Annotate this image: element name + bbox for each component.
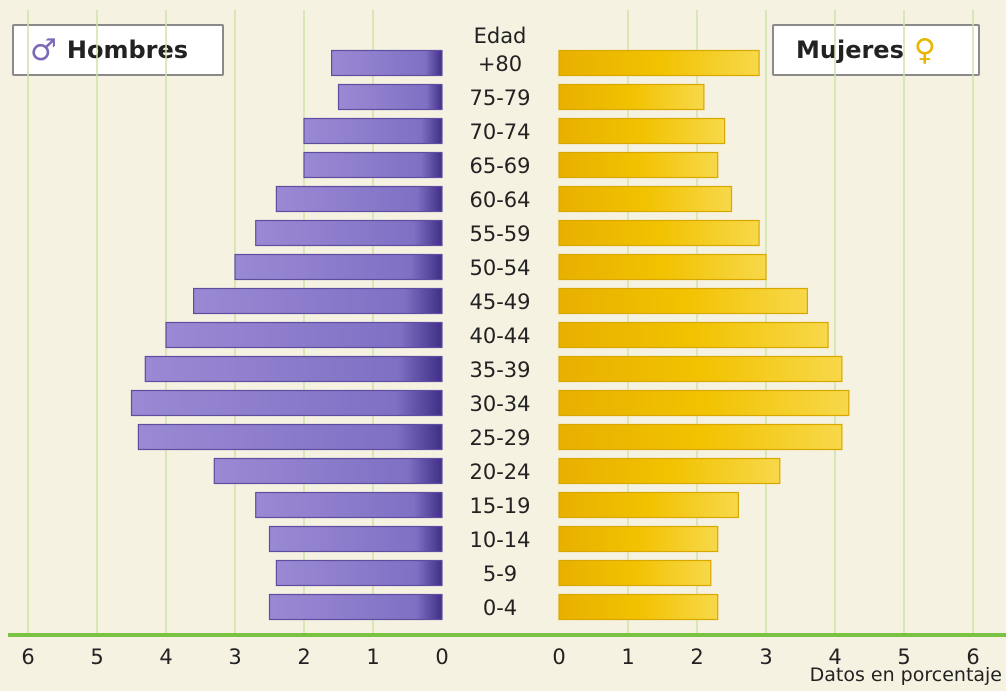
women-tick-4: 4	[828, 645, 841, 669]
bar-men-40-44	[165, 321, 443, 349]
women-tick-5: 5	[897, 645, 910, 669]
legend-men-label: Hombres	[66, 36, 189, 64]
bar-men-60-64	[275, 185, 443, 213]
bar-women-25-29	[558, 423, 843, 451]
bar-women-55-59	[558, 219, 760, 247]
bar-women-10-14	[558, 525, 719, 553]
age-label-30-34: 30-34	[469, 392, 530, 416]
bar-men-35-39	[144, 355, 443, 383]
bar-women-40-44	[558, 321, 829, 349]
age-label-55-59: 55-59	[469, 222, 530, 246]
bar-women-50-54	[558, 253, 767, 281]
age-label-25-29: 25-29	[469, 426, 530, 450]
men-tick-2: 2	[297, 645, 310, 669]
age-labels: Edad +80 75-79 70-74 65-69 60-64 55-59 50-54 45…	[469, 24, 530, 620]
age-label-40-44: 40-44	[469, 324, 530, 348]
bar-women-35-39	[558, 355, 843, 383]
bar-men-55-59	[255, 219, 443, 247]
male-symbol-icon: ♂	[30, 32, 57, 68]
age-label-0-4: 0-4	[483, 596, 517, 620]
men-tick-6: 6	[21, 645, 34, 669]
bar-women-60-64	[558, 185, 733, 213]
women-tick-2: 2	[690, 645, 703, 669]
age-label-75-79: 75-79	[469, 86, 530, 110]
age-axis-title: Edad	[474, 24, 527, 48]
bar-men-50-54	[234, 253, 443, 281]
age-label-70-74: 70-74	[469, 120, 530, 144]
men-tick-0: 0	[435, 645, 448, 669]
bar-women-65-69	[558, 151, 719, 179]
age-label-+80: +80	[478, 52, 522, 76]
legend-women: Mujeres ♀	[772, 24, 980, 76]
age-label-10-14: 10-14	[469, 528, 530, 552]
bar-men-0-4	[268, 593, 443, 621]
bar-men-10-14	[268, 525, 443, 553]
bar-men-65-69	[303, 151, 443, 179]
bar-men-45-49	[193, 287, 443, 315]
bar-men-20-24	[213, 457, 443, 485]
men-tick-4: 4	[159, 645, 172, 669]
bars	[130, 49, 850, 621]
age-label-15-19: 15-19	[469, 494, 530, 518]
bar-men-+80	[331, 49, 443, 77]
bar-men-70-74	[303, 117, 443, 145]
bar-women-5-9	[558, 559, 712, 587]
bar-men-5-9	[275, 559, 443, 587]
men-tick-5: 5	[90, 645, 103, 669]
bar-men-75-79	[337, 83, 443, 111]
bar-women-20-24	[558, 457, 781, 485]
women-tick-1: 1	[621, 645, 634, 669]
age-label-65-69: 65-69	[469, 154, 530, 178]
age-label-35-39: 35-39	[469, 358, 530, 382]
bar-women-15-19	[558, 491, 739, 519]
legend-men: ♂ Hombres	[12, 24, 224, 76]
women-tick-6: 6	[966, 645, 979, 669]
bar-women-45-49	[558, 287, 808, 315]
men-tick-1: 1	[366, 645, 379, 669]
women-tick-0: 0	[552, 645, 565, 669]
bar-women-75-79	[558, 83, 705, 111]
age-label-45-49: 45-49	[469, 290, 530, 314]
legend-women-label: Mujeres	[796, 36, 904, 64]
x-axis: 6 5 4 3 2 1 0 0 1 2 3 4 5 6	[8, 633, 1006, 669]
bar-women-70-74	[558, 117, 726, 145]
bar-women-+80	[558, 49, 760, 77]
age-label-20-24: 20-24	[469, 460, 530, 484]
women-tick-3: 3	[759, 645, 772, 669]
units-note: Datos en porcentaje	[809, 664, 1002, 686]
bar-men-25-29	[137, 423, 443, 451]
female-symbol-icon: ♀	[913, 32, 936, 68]
bar-women-0-4	[558, 593, 719, 621]
bar-men-30-34	[130, 389, 443, 417]
bar-women-30-34	[558, 389, 850, 417]
men-tick-3: 3	[228, 645, 241, 669]
age-label-60-64: 60-64	[469, 188, 530, 212]
age-label-50-54: 50-54	[469, 256, 530, 280]
bar-men-15-19	[255, 491, 443, 519]
age-label-5-9: 5-9	[483, 562, 517, 586]
